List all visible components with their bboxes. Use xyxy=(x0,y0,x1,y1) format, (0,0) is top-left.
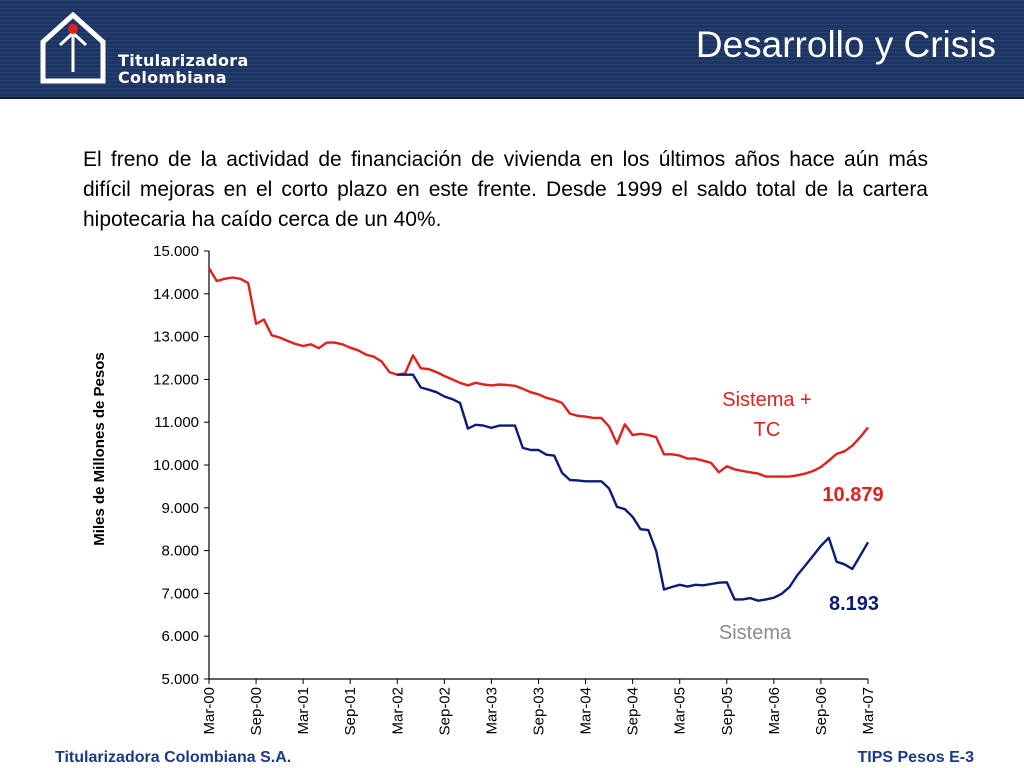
x-tick-label: Mar-04 xyxy=(578,687,595,735)
header-banner: Titularizadora Colombiana Desarrollo y C… xyxy=(0,0,1024,99)
series-line-sistema-tc xyxy=(207,267,869,478)
series-labels: Sistema + TC Sistema 10.879 8.193 xyxy=(719,389,884,644)
x-tick-label: Sep-05 xyxy=(719,687,736,735)
footer-page-ref: TIPS Pesos E-3 xyxy=(857,749,975,766)
end-value-sistema-tc: 10.879 xyxy=(822,484,883,506)
logo-text-line2: Colombiana xyxy=(118,68,227,87)
series-label-sistema-tc: Sistema + xyxy=(722,389,811,411)
footer-company: Titularizadora Colombiana S.A. xyxy=(55,749,292,766)
y-tick-label: 13.000 xyxy=(153,329,199,346)
x-axis: Mar-00 Sep-00 Mar-01 Sep-01 Mar-02 Sep-02 Mar-… xyxy=(201,678,877,735)
x-tick-label: Mar-02 xyxy=(389,687,406,735)
x-tick-label: Mar-01 xyxy=(295,687,312,735)
series-lines xyxy=(207,267,870,602)
mortgage-portfolio-chart: 5.000 6.000 7.000 8.000 9.000 10.000 11.000 12.… xyxy=(91,243,884,735)
y-tick-label: 5.000 xyxy=(161,671,199,688)
x-tick-label: Sep-03 xyxy=(531,687,548,735)
house-with-arrow-icon xyxy=(40,12,106,84)
y-tick-label: 10.000 xyxy=(153,457,199,474)
page-title: Desarrollo y Crisis xyxy=(695,24,996,65)
intro-paragraph: El freno de la actividad de financiación… xyxy=(83,148,928,231)
y-tick-label: 9.000 xyxy=(161,500,199,517)
y-tick-label: 14.000 xyxy=(153,286,199,303)
x-tick-label: Mar-03 xyxy=(483,687,500,735)
x-tick-label: Mar-00 xyxy=(201,687,218,735)
end-value-sistema: 8.193 xyxy=(829,593,879,615)
y-tick-label: 6.000 xyxy=(161,628,199,645)
x-tick-label: Sep-00 xyxy=(248,687,265,735)
y-tick-label: 7.000 xyxy=(161,585,199,602)
y-axis: 5.000 6.000 7.000 8.000 9.000 10.000 11.000 12.… xyxy=(91,243,210,688)
x-tick-label: Sep-06 xyxy=(813,687,830,735)
y-tick-label: 12.000 xyxy=(153,371,199,388)
y-tick-label: 11.000 xyxy=(154,414,199,431)
y-tick-label: 8.000 xyxy=(161,543,199,560)
series-label-sistema-tc: TC xyxy=(754,419,781,441)
x-tick-label: Sep-04 xyxy=(625,687,642,735)
x-tick-label: Mar-06 xyxy=(766,687,783,735)
logo-text-line1: Titularizadora xyxy=(118,51,249,70)
x-tick-label: Mar-05 xyxy=(672,687,689,735)
x-tick-label: Sep-02 xyxy=(436,687,453,735)
series-label-sistema: Sistema xyxy=(719,622,792,644)
series-line-sistema xyxy=(397,373,870,602)
x-tick-label: Sep-01 xyxy=(342,687,359,735)
y-tick-label: 15.000 xyxy=(153,243,199,260)
x-tick-label: Mar-07 xyxy=(860,687,877,735)
y-axis-title: Miles de Millones de Pesos xyxy=(91,352,108,545)
